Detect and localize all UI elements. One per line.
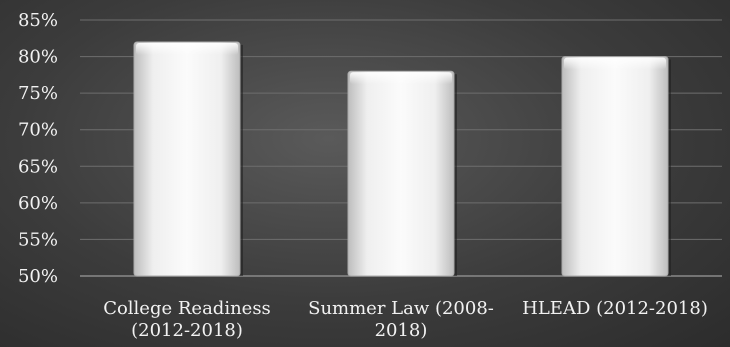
x-category-label-line: (2012-2018) <box>131 320 243 341</box>
y-axis-ticks: 50% 55% 60% 65% 70% 75% 80% 85% <box>18 10 58 287</box>
y-tick-label: 70% <box>18 120 58 141</box>
y-tick-label: 60% <box>18 193 58 214</box>
y-tick-label: 75% <box>18 83 58 104</box>
bars <box>133 41 671 277</box>
bar <box>347 70 455 277</box>
bar-highlight <box>350 72 452 85</box>
y-tick-label: 55% <box>18 229 58 250</box>
bar <box>561 56 669 277</box>
y-tick-label: 50% <box>18 266 58 287</box>
bar-group <box>347 70 457 277</box>
x-category-label: Summer Law (2008-2018) <box>308 298 494 341</box>
y-tick-label: 85% <box>18 10 58 31</box>
y-tick-label: 65% <box>18 156 58 177</box>
x-category-label: HLEAD (2012-2018) <box>522 298 708 319</box>
x-category-label-line: 2018) <box>375 320 428 341</box>
x-category-label-line: College Readiness <box>103 298 271 319</box>
bar-group <box>561 56 671 277</box>
y-tick-label: 80% <box>18 47 58 68</box>
bar-highlight <box>564 57 666 70</box>
bar <box>133 41 241 277</box>
x-category-label-line: Summer Law (2008- <box>308 298 494 319</box>
bar-group <box>133 41 243 277</box>
x-category-label-line: HLEAD (2012-2018) <box>522 298 708 319</box>
x-category-label: College Readiness (2012-2018) <box>103 298 271 341</box>
bar-highlight <box>136 42 238 55</box>
x-axis-labels: College Readiness (2012-2018) Summer Law (… <box>103 298 708 341</box>
